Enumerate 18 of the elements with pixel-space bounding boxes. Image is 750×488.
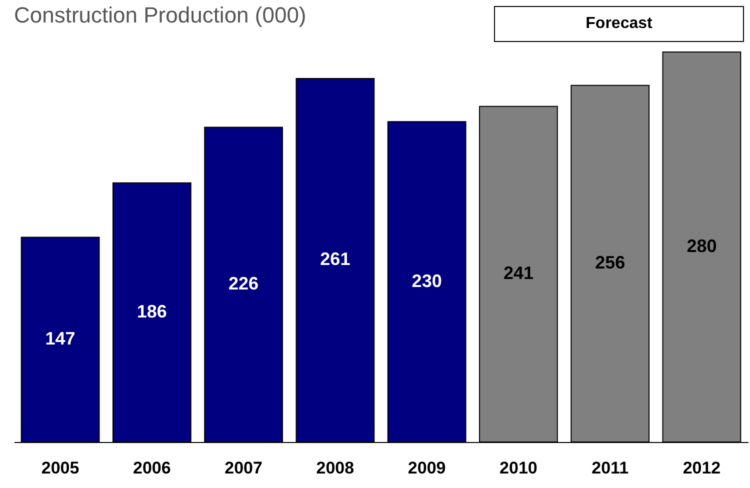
x-tick-label: 2012	[682, 458, 721, 478]
x-tick-label: 2007	[224, 458, 262, 478]
x-tick-label: 2008	[316, 458, 354, 478]
data-label: 147	[45, 328, 76, 349]
x-tick-label: 2005	[41, 458, 80, 478]
data-label: 241	[503, 263, 534, 284]
data-label: 261	[320, 249, 350, 270]
data-label: 256	[595, 252, 626, 273]
data-label: 186	[136, 301, 167, 322]
data-label: 226	[228, 274, 259, 294]
x-tick-label: 2009	[408, 458, 446, 478]
x-tick-label: 2011	[592, 458, 629, 478]
data-label: 230	[412, 270, 442, 291]
x-tick-label: 2010	[500, 458, 538, 478]
chart-title: Construction Production (000)	[14, 2, 306, 28]
x-tick-label: 2006	[132, 458, 171, 478]
data-label: 280	[686, 236, 717, 256]
note-box: Forecast	[494, 6, 744, 42]
